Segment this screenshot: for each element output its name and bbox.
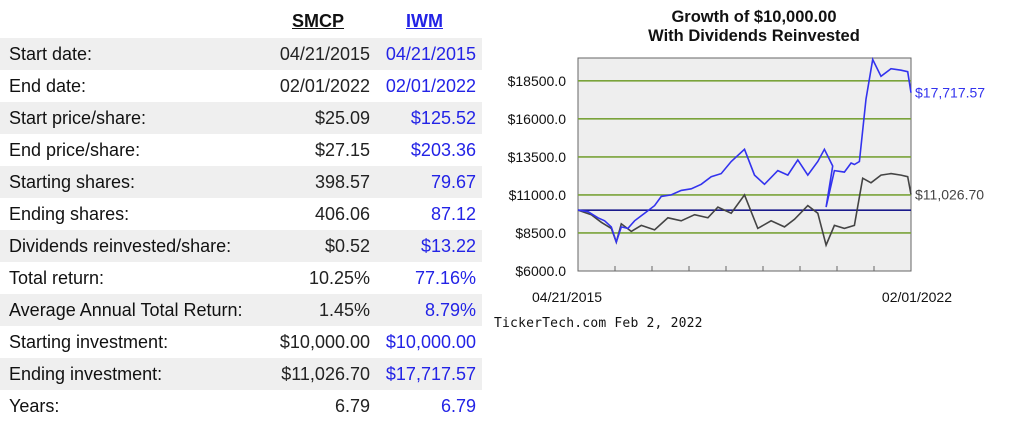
iwm-value: 6.79 [440, 396, 476, 416]
table-header: SMCP IWM [0, 8, 482, 38]
y-tick-label: $18500.0 [508, 73, 567, 89]
row-label: Start date: [9, 44, 93, 64]
row-label: Starting shares: [9, 172, 136, 192]
iwm-value: $125.52 [410, 108, 476, 128]
chart-title-line-2: With Dividends Reinvested [648, 27, 860, 45]
y-axis-ticks: $6000.0 $8500.0 $11000.0 $13500.0 $16000.0 $1… [508, 73, 567, 279]
y-tick-label: $6000.0 [515, 263, 566, 279]
row-label: Average Annual Total Return: [9, 300, 243, 320]
table-row: Start date: 04/21/2015 04/21/2015 [0, 38, 482, 70]
iwm-value: 79.67 [430, 172, 476, 192]
iwm-value: 8.79% [424, 300, 476, 320]
smcp-value: $25.09 [314, 108, 370, 128]
source-footer: TickerTech.com Feb 2, 2022 [494, 316, 703, 331]
smcp-value: $0.52 [324, 236, 370, 256]
table-row: Starting investment: $10,000.00 $10,000.00 [0, 326, 482, 358]
table-row: Starting shares: 398.57 79.67 [0, 166, 482, 198]
series-line-iwm [577, 56, 912, 245]
smcp-value: 10.25% [308, 268, 370, 288]
row-label: Starting investment: [9, 332, 169, 352]
table-row: End price/share: $27.15 $203.36 [0, 134, 482, 166]
table-row: Ending shares: 406.06 87.12 [0, 198, 482, 230]
series-line-smcp [577, 172, 912, 248]
table-row: End date: 02/01/2022 02/01/2022 [0, 70, 482, 102]
y-tick-label: $11000.0 [509, 187, 567, 203]
x-label-end: 02/01/2022 [882, 289, 952, 305]
row-label: End price/share: [9, 140, 141, 160]
row-label: Start price/share: [9, 108, 147, 128]
comparison-table: SMCP IWM Start date: 04/21/2015 04/21/2015… [0, 8, 482, 422]
row-label: Dividends reinvested/share: [9, 236, 232, 256]
iwm-value: $10,000.00 [385, 332, 476, 352]
y-tick-label: $13500.0 [508, 149, 567, 165]
iwm-value: $17,717.57 [385, 364, 476, 384]
series-end-label: $17,717.57 [915, 85, 985, 101]
table-row: Average Annual Total Return: 1.45% 8.79% [0, 294, 482, 326]
table-row: Total return: 10.25% 77.16% [0, 262, 482, 294]
y-tick-label: $16000.0 [508, 111, 567, 127]
table-body: Start date: 04/21/2015 04/21/2015 End date:… [0, 38, 482, 422]
iwm-value: 87.12 [430, 204, 476, 224]
grid-lines [578, 80, 911, 234]
smcp-value: $27.15 [314, 140, 370, 160]
series-end-labels: $17,717.57 $11,026.70 [915, 85, 985, 203]
header-smcp[interactable]: SMCP [292, 11, 345, 31]
smcp-value: 1.45% [318, 300, 370, 320]
smcp-value: 04/21/2015 [279, 44, 370, 64]
row-label: Years: [9, 396, 60, 416]
row-label: Total return: [9, 268, 105, 288]
smcp-value: 02/01/2022 [279, 76, 370, 96]
iwm-value: 04/21/2015 [385, 44, 476, 64]
smcp-value: 6.79 [334, 396, 370, 416]
table-row: Ending investment: $11,026.70 $17,717.57 [0, 358, 482, 390]
iwm-value: 02/01/2022 [385, 76, 476, 96]
x-axis-labels: 04/21/2015 02/01/2022 [532, 289, 952, 305]
plot-area [577, 57, 912, 272]
chart-title: Growth of $10,000.00 With Dividends Rein… [580, 8, 928, 46]
table-row: Dividends reinvested/share: $0.52 $13.22 [0, 230, 482, 262]
chart-title-line-1: Growth of $10,000.00 [671, 8, 837, 26]
smcp-value: 406.06 [314, 204, 370, 224]
series-end-label: $11,026.70 [915, 187, 984, 203]
smcp-value: $10,000.00 [279, 332, 370, 352]
row-label: End date: [9, 76, 87, 96]
smcp-value: $11,026.70 [281, 364, 370, 384]
iwm-value: $13.22 [420, 236, 476, 256]
row-label: Ending investment: [9, 364, 163, 384]
table-row: Start price/share: $25.09 $125.52 [0, 102, 482, 134]
y-tick-label: $8500.0 [515, 225, 566, 241]
x-axis-ticks [614, 266, 875, 271]
iwm-value: $203.36 [410, 140, 476, 160]
row-label: Ending shares: [9, 204, 130, 224]
x-label-start: 04/21/2015 [532, 289, 602, 305]
growth-chart: $6000.0 $8500.0 $11000.0 $13500.0 $16000.0 $1… [508, 56, 985, 305]
header-iwm[interactable]: IWM [406, 11, 443, 31]
table-row: Years: 6.79 6.79 [0, 390, 482, 422]
iwm-value: 77.16% [414, 268, 476, 288]
smcp-value: 398.57 [314, 172, 370, 192]
